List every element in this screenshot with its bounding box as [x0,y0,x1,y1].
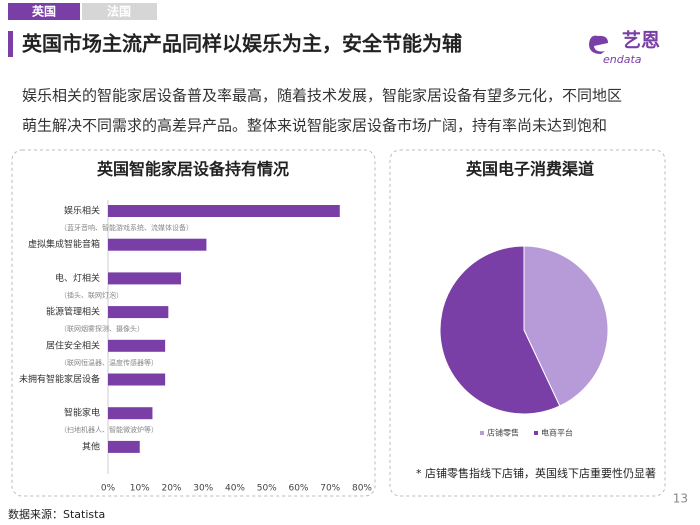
category-label: 虚拟集成智能音箱 [28,238,100,250]
category-sublabel: （联网烟雾探测、摄像头） [60,324,144,333]
paragraph-line: 娱乐相关的智能家居设备普及率最高，随着技术发展，智能家居设备有望多元化，不同地区 [22,87,622,105]
bar [108,238,207,251]
x-tick-label: 0% [101,484,116,494]
x-tick-label: 60% [288,484,308,494]
category-sublabel: （扫地机器人、智能微波炉等） [60,425,158,434]
panel-frame [389,149,666,497]
pie-slice [439,245,561,415]
x-tick-label: 50% [257,484,277,494]
chart-title: 英国电子消费渠道 [465,160,594,179]
bar [108,373,166,386]
footnote: * 店铺零售指线下店铺，英国线下店重要性仍显著 [416,466,656,480]
category-label: 能源管理相关 [46,306,100,318]
panel-frame [11,149,376,497]
title-accent [8,31,13,57]
category-sublabel: （联网恒温器、温度传感器等） [60,358,158,367]
paragraph-line: 萌生解决不同需求的高差异产品。整体来说智能家居设备市场广阔，持有率尚未达到饱和 [22,117,607,135]
x-tick-label: 40% [225,484,245,494]
x-tick-label: 10% [130,484,150,494]
bar [108,205,340,217]
category-sublabel: （蓝牙音响、智能游戏系统、流媒体设备） [60,223,193,232]
tab-label[interactable]: 法国 [107,4,131,19]
logo-name: 艺恩 [622,30,660,52]
legend-swatch [480,431,484,435]
pie-slice [523,245,609,407]
chart-title: 英国智能家居设备持有情况 [96,160,289,179]
tab-inactive[interactable] [82,3,157,20]
legend-label: 电商平台 [541,428,573,438]
source: 数据来源：Statista [8,507,105,521]
slide-title: 英国市场主流产品同样以娱乐为主，安全节能为辅 [22,32,462,56]
bar [108,272,182,285]
category-label: 娱乐相关 [64,205,100,217]
x-tick-label: 80% [352,484,372,494]
bar [108,440,140,453]
bar [108,306,169,319]
logo-sub: endata [603,53,642,66]
tab-active[interactable] [8,3,80,20]
category-label: 未拥有智能家居设备 [19,373,100,385]
category-label: 电、灯相关 [55,272,100,284]
category-label: 其他 [82,440,100,452]
bar [108,339,166,352]
legend-swatch [534,431,538,435]
x-tick-label: 20% [161,484,181,494]
page-number: 13 [673,492,688,506]
tab-label[interactable]: 英国 [32,4,56,19]
category-label: 居住安全相关 [46,339,100,351]
x-tick-label: 70% [320,484,340,494]
logo-icon [589,35,608,54]
category-label: 智能家电 [64,407,100,419]
category-sublabel: （插头、联网灯泡） [60,290,123,299]
bar [108,407,153,420]
legend-label: 店铺零售 [487,428,519,438]
x-tick-label: 30% [193,484,213,494]
